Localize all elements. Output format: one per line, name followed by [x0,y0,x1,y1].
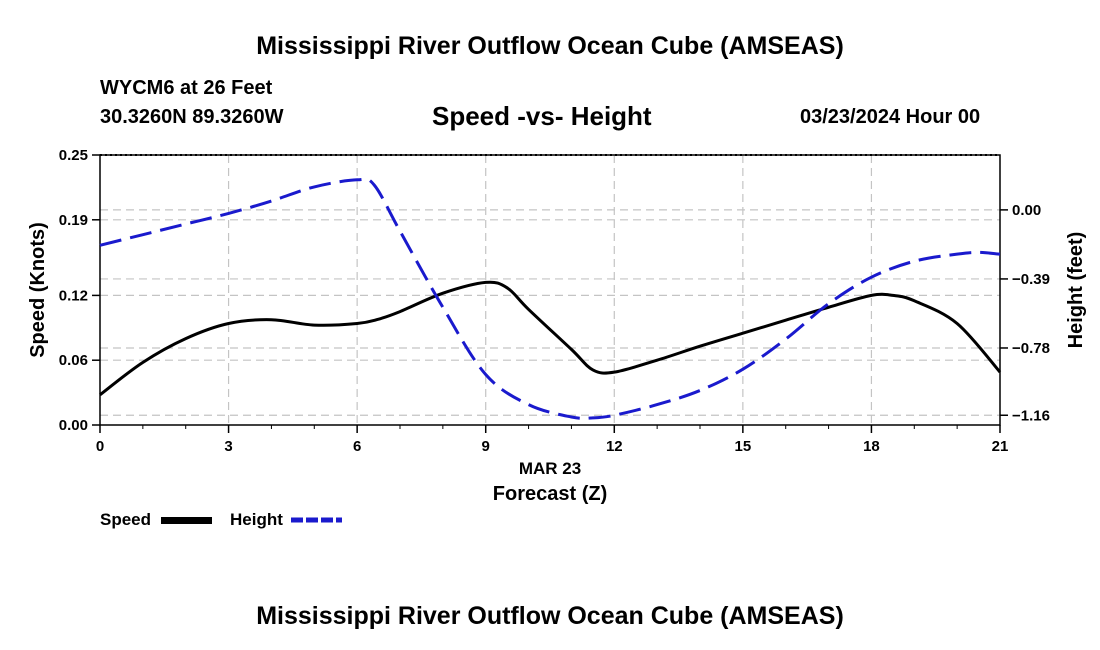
x-tick-label: 9 [482,438,490,455]
chart-subtitle: Speed -vs- Height [432,101,652,131]
x-tick-label: 3 [224,438,232,455]
legend-height-swatch [291,517,342,523]
footer-title: Mississippi River Outflow Ocean Cube (AM… [256,602,844,630]
legend-speed-label: Speed [100,510,152,529]
legend-speed: Speed [100,510,151,530]
grid-layer [100,155,1000,425]
speed-height-chart: 0 3 6 9 12 15 18 21 0.00 0.06 0.12 0.19 0.25 0.00 −0.3… [27,147,1087,505]
x-tick-label: 15 [735,438,752,455]
y-right-tick-label: −0.78 [1012,340,1050,357]
x-tick-label: 12 [606,438,623,455]
chart-title: Mississippi River Outflow Ocean Cube (AM… [256,32,844,60]
x-tick-label: 6 [353,438,361,455]
y-right-axis-title: Height (feet) [1065,232,1087,349]
legend-height-label: Height [230,510,283,529]
series-line-speed [99,280,1002,396]
y-left-tick-label: 0.25 [59,147,88,164]
station-label: WYCM6 at 26 Feet [100,77,273,99]
y-left-tick-label: 0.12 [59,287,88,304]
y-left-tick-label: 0.19 [59,212,88,229]
y-right-tick-label: −1.16 [1012,407,1050,424]
y-right-tick-label: −0.39 [1012,271,1050,288]
x-tick-label: 18 [863,438,880,455]
labels-layer: 0 3 6 9 12 15 18 21 0.00 0.06 0.12 0.19 0.25 0.00 −0.3… [27,147,1087,505]
ticks-layer [92,154,1008,433]
x-tick-label: 0 [96,438,104,455]
series-line-height [99,177,1001,420]
x-date-label: MAR 23 [519,459,581,478]
x-axis-title: Forecast (Z) [493,483,607,505]
forecast-date-label: 03/23/2024 Hour 00 [800,106,981,128]
x-tick-label: 21 [992,438,1009,455]
legend-speed-swatch [161,517,212,524]
legend-height: Height [230,510,283,530]
plot-frame [99,154,1001,426]
coordinates-label: 30.3260N 89.3260W [100,106,284,128]
y-left-axis-title: Speed (Knots) [27,222,49,358]
y-left-tick-label: 0.00 [59,417,88,434]
y-left-tick-label: 0.06 [59,352,88,369]
y-right-tick-label: 0.00 [1012,202,1041,219]
series-layer [99,177,1002,420]
